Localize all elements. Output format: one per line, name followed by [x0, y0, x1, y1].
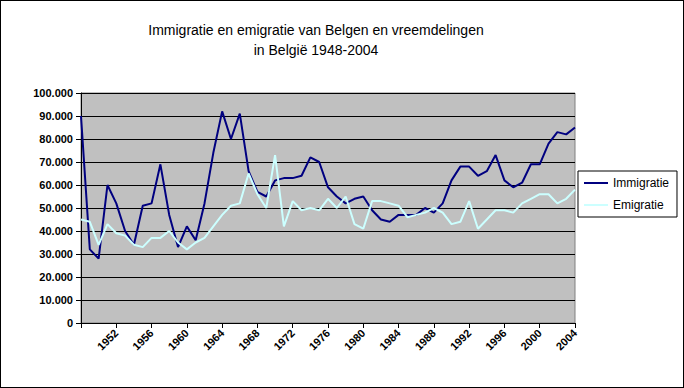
svg-text:60.000: 60.000 [39, 179, 73, 191]
svg-text:1996: 1996 [483, 327, 509, 353]
svg-text:90.000: 90.000 [39, 110, 73, 122]
svg-text:1960: 1960 [165, 327, 191, 353]
svg-text:30.000: 30.000 [39, 248, 73, 260]
svg-text:in België 1948-2004: in België 1948-2004 [254, 42, 379, 58]
svg-text:1980: 1980 [342, 327, 368, 353]
svg-text:1956: 1956 [130, 327, 156, 353]
svg-text:1984: 1984 [377, 326, 403, 352]
svg-text:Immigratie: Immigratie [613, 176, 669, 190]
svg-text:Emigratie: Emigratie [613, 198, 664, 212]
svg-text:1968: 1968 [236, 327, 262, 353]
svg-text:Immigratie en emigratie van Be: Immigratie en emigratie van Belgen en vr… [148, 22, 483, 38]
svg-text:70.000: 70.000 [39, 156, 73, 168]
svg-text:10.000: 10.000 [39, 294, 73, 306]
svg-text:1976: 1976 [306, 327, 332, 353]
svg-text:80.000: 80.000 [39, 133, 73, 145]
svg-text:0: 0 [67, 317, 73, 329]
svg-text:40.000: 40.000 [39, 225, 73, 237]
svg-text:100.000: 100.000 [33, 87, 73, 99]
svg-text:2004: 2004 [553, 326, 579, 352]
svg-text:1952: 1952 [95, 327, 121, 353]
svg-text:1972: 1972 [271, 327, 297, 353]
svg-text:1964: 1964 [201, 326, 227, 352]
svg-text:50.000: 50.000 [39, 202, 73, 214]
svg-text:1988: 1988 [412, 327, 438, 353]
svg-text:20.000: 20.000 [39, 271, 73, 283]
svg-text:2000: 2000 [518, 327, 544, 353]
svg-text:1992: 1992 [448, 327, 474, 353]
